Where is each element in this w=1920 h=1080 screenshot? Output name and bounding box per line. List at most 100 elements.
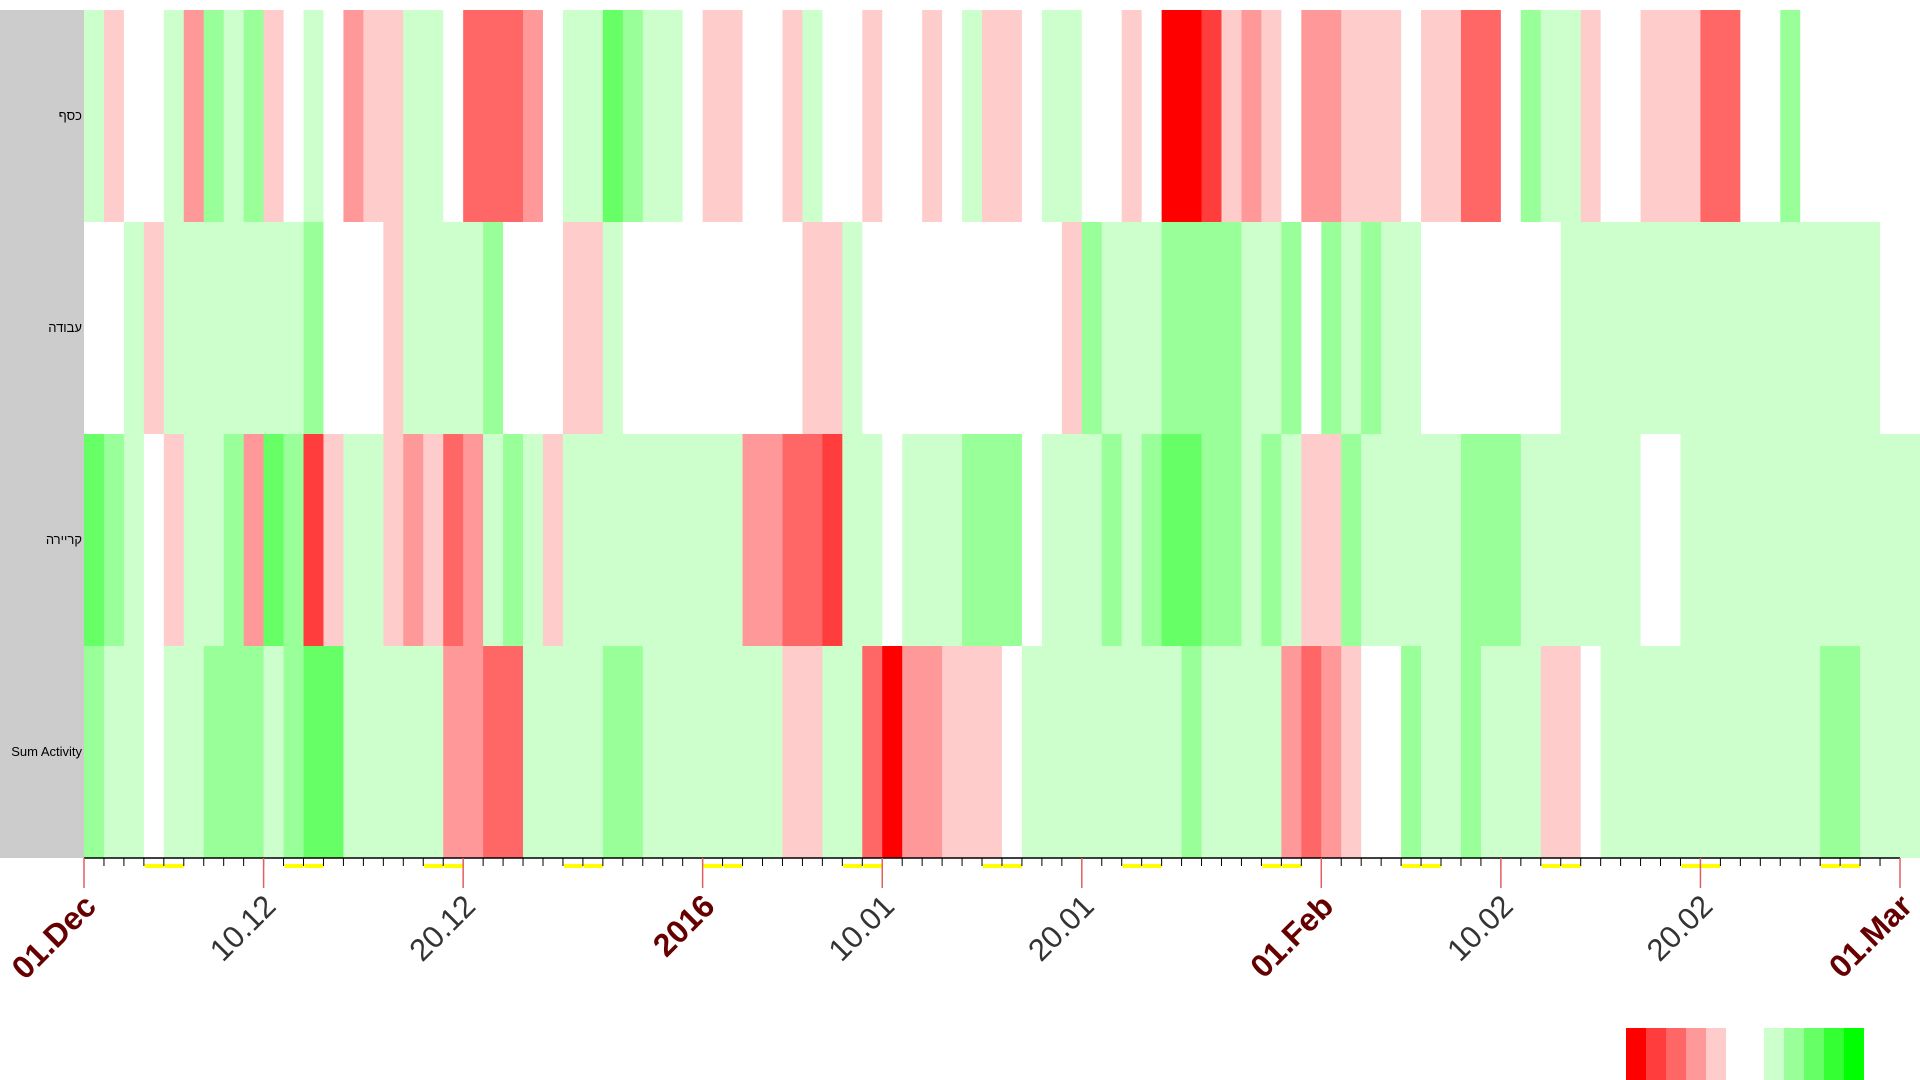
legend-swatch-negative bbox=[1646, 1028, 1666, 1080]
weekend-marker bbox=[563, 864, 583, 868]
heatmap-cell bbox=[363, 646, 384, 858]
heatmap-cell bbox=[802, 222, 823, 434]
heatmap-cell bbox=[503, 434, 524, 646]
heatmap-cell bbox=[263, 646, 285, 858]
heatmap-cell bbox=[383, 222, 404, 434]
legend-swatch-negative bbox=[1706, 1028, 1726, 1080]
heatmap-cell bbox=[243, 10, 265, 222]
heatmap-cell bbox=[1261, 646, 1282, 858]
heatmap-cell bbox=[1281, 434, 1302, 646]
heatmap-cell bbox=[722, 434, 744, 646]
heatmap-cell bbox=[1161, 10, 1183, 222]
heatmap-cell bbox=[782, 10, 804, 222]
heatmap-cell bbox=[602, 10, 624, 222]
weekend-marker bbox=[1681, 864, 1701, 868]
heatmap-cell bbox=[1441, 222, 1462, 434]
heatmap-cell bbox=[942, 222, 963, 434]
heatmap-cell bbox=[1261, 434, 1282, 646]
heatmap-cell bbox=[263, 10, 285, 222]
heatmap-cell bbox=[1221, 222, 1243, 434]
heatmap-cell bbox=[1001, 434, 1023, 646]
heatmap-cell bbox=[642, 222, 664, 434]
heatmap-cell bbox=[363, 10, 384, 222]
heatmap-cell bbox=[1301, 646, 1322, 858]
heatmap-cell bbox=[1081, 10, 1103, 222]
heatmap-cell bbox=[323, 646, 345, 858]
heatmap-cell bbox=[1740, 10, 1761, 222]
heatmap-cell bbox=[1341, 434, 1362, 646]
heatmap-cell bbox=[143, 222, 165, 434]
heatmap-cell bbox=[1081, 434, 1103, 646]
heatmap-cell bbox=[103, 434, 125, 646]
heatmap-cell bbox=[203, 646, 225, 858]
heatmap-cell bbox=[902, 10, 923, 222]
heatmap-cell bbox=[1301, 10, 1322, 222]
heatmap-cell bbox=[542, 222, 564, 434]
heatmap-cell bbox=[1341, 222, 1362, 434]
heatmap-cell bbox=[1101, 646, 1123, 858]
heatmap-cell bbox=[702, 434, 724, 646]
heatmap-cell bbox=[922, 646, 943, 858]
heatmap-cell bbox=[1600, 10, 1622, 222]
heatmap-cell bbox=[1600, 222, 1622, 434]
heatmap-cell bbox=[363, 434, 384, 646]
heatmap-cell bbox=[103, 10, 125, 222]
heatmap-cell bbox=[622, 646, 644, 858]
weekend-marker bbox=[1402, 864, 1422, 868]
heatmap-cell bbox=[922, 10, 943, 222]
heatmap-cell bbox=[403, 434, 424, 646]
weekend-marker bbox=[1541, 864, 1561, 868]
row-label: כסף bbox=[59, 108, 82, 123]
heatmap-cell bbox=[1241, 646, 1263, 858]
heatmap-cell bbox=[183, 646, 205, 858]
heatmap-cell bbox=[1201, 222, 1223, 434]
heatmap-cell bbox=[1161, 222, 1183, 434]
heatmap-cell bbox=[662, 222, 684, 434]
heatmap-cell bbox=[1041, 222, 1063, 434]
heatmap-cell bbox=[702, 646, 724, 858]
heatmap-cell bbox=[882, 646, 903, 858]
weekend-marker bbox=[583, 864, 603, 868]
heatmap-cell bbox=[1041, 10, 1063, 222]
legend-swatch-positive bbox=[1804, 1028, 1824, 1080]
heatmap-cell bbox=[1500, 646, 1522, 858]
heatmap-cell bbox=[782, 222, 804, 434]
heatmap-cell bbox=[283, 434, 305, 646]
heatmap-cell bbox=[143, 10, 165, 222]
heatmap-cell bbox=[423, 10, 444, 222]
heatmap-cell bbox=[1141, 10, 1163, 222]
heatmap-cell bbox=[802, 434, 823, 646]
heatmap-cell bbox=[1401, 434, 1422, 646]
heatmap-cell bbox=[1421, 646, 1442, 858]
heatmap-cell bbox=[443, 222, 464, 434]
heatmap-cell bbox=[263, 434, 285, 646]
heatmap-cell bbox=[1281, 222, 1302, 434]
heatmap-cell bbox=[243, 222, 265, 434]
heatmap-cell bbox=[1321, 222, 1342, 434]
weekend-marker bbox=[863, 864, 883, 868]
heatmap-cell bbox=[642, 434, 664, 646]
weekend-marker bbox=[284, 864, 304, 868]
heatmap-cell bbox=[662, 10, 684, 222]
heatmap-cell bbox=[1580, 10, 1602, 222]
heatmap-cell bbox=[762, 646, 784, 858]
heatmap-cell bbox=[143, 434, 165, 646]
heatmap-cell bbox=[1500, 10, 1522, 222]
heatmap-cell bbox=[243, 434, 265, 646]
heatmap-cell bbox=[1261, 222, 1282, 434]
heatmap-cell bbox=[1101, 222, 1123, 434]
heatmap-cell bbox=[862, 646, 883, 858]
heatmap-cells bbox=[84, 10, 1920, 858]
heatmap-cell bbox=[1460, 646, 1482, 858]
heatmap-cell bbox=[303, 434, 325, 646]
heatmap-cell bbox=[1221, 434, 1243, 646]
x-tick-label: 10.12 bbox=[203, 888, 283, 968]
heatmap-cell bbox=[523, 646, 544, 858]
heatmap-cell bbox=[622, 10, 644, 222]
heatmap-cell bbox=[1381, 434, 1402, 646]
heatmap-cell bbox=[1760, 646, 1781, 858]
heatmap-cell bbox=[523, 222, 544, 434]
heatmap-cell bbox=[982, 434, 1003, 646]
heatmap-cell bbox=[1820, 434, 1841, 646]
